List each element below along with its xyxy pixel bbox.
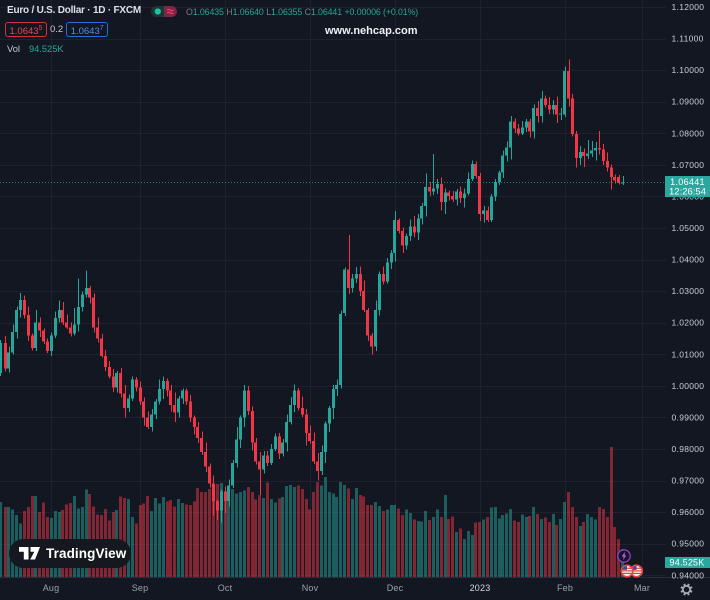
svg-text:1.11000: 1.11000 — [672, 34, 704, 44]
svg-text:1.07000: 1.07000 — [672, 160, 705, 170]
svg-text:1.09000: 1.09000 — [672, 97, 705, 107]
svg-text:1.01000: 1.01000 — [672, 349, 705, 359]
svg-text:0.99000: 0.99000 — [672, 412, 705, 422]
svg-text:0.96000: 0.96000 — [672, 507, 705, 517]
svg-text:94.525K: 94.525K — [670, 558, 705, 568]
svg-text:0.95000: 0.95000 — [672, 539, 705, 549]
svg-text:Dec: Dec — [387, 583, 404, 593]
svg-text:0.98000: 0.98000 — [672, 444, 705, 454]
svg-text:1.05000: 1.05000 — [672, 223, 705, 233]
svg-text:Nov: Nov — [302, 583, 319, 593]
svg-text:0.94000: 0.94000 — [672, 570, 705, 580]
svg-text:1.08000: 1.08000 — [672, 128, 705, 138]
svg-text:1.10000: 1.10000 — [672, 65, 705, 75]
svg-text:1.00000: 1.00000 — [672, 381, 705, 391]
svg-text:Aug: Aug — [43, 583, 60, 593]
svg-text:0.97000: 0.97000 — [672, 476, 705, 486]
svg-text:12:26:54: 12:26:54 — [669, 187, 706, 198]
svg-text:1.04000: 1.04000 — [672, 255, 705, 265]
svg-text:1.06441: 1.06441 — [670, 177, 705, 187]
svg-text:Feb: Feb — [557, 583, 573, 593]
svg-text:1.02000: 1.02000 — [672, 318, 705, 328]
svg-text:Oct: Oct — [218, 583, 233, 593]
svg-text:Sep: Sep — [132, 583, 149, 593]
svg-text:1.12000: 1.12000 — [672, 2, 705, 12]
svg-text:1.03000: 1.03000 — [672, 286, 705, 296]
svg-text:2023: 2023 — [470, 583, 491, 593]
svg-text:Mar: Mar — [634, 583, 650, 593]
